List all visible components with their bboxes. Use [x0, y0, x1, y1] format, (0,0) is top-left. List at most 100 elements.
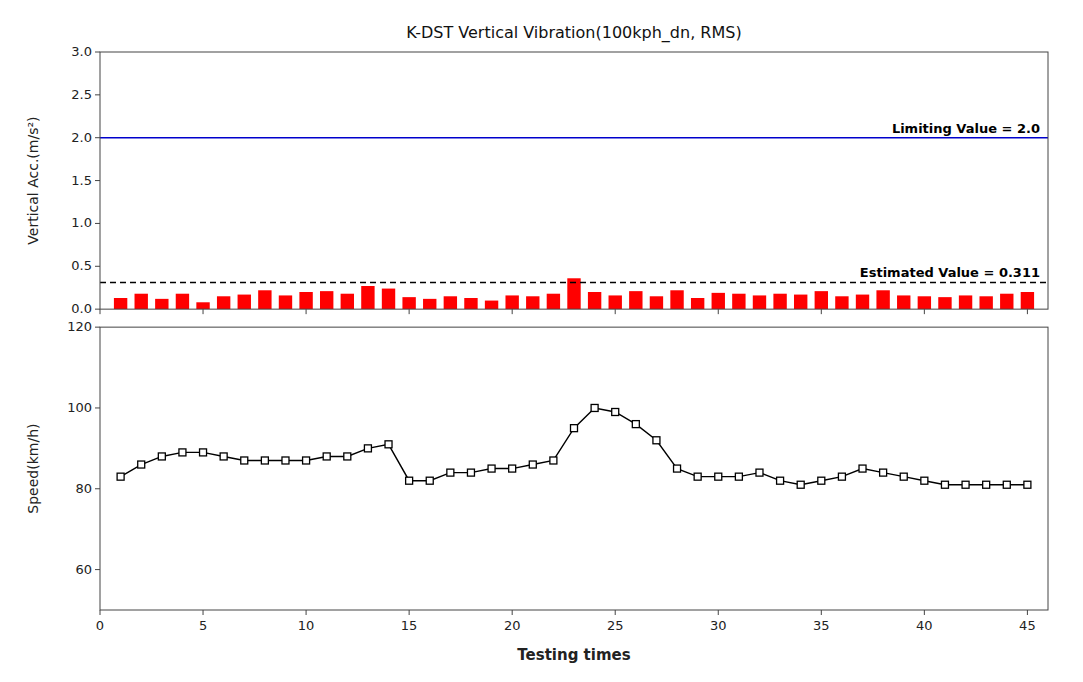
y-tick-label: 120 — [67, 319, 92, 334]
bar — [979, 296, 992, 309]
x-tick — [306, 610, 307, 615]
x-tick-label: 35 — [813, 618, 830, 633]
x-tick-label: 45 — [1019, 618, 1036, 633]
line — [121, 408, 1028, 485]
x-tick — [409, 610, 410, 615]
bar — [196, 302, 209, 309]
marker — [612, 409, 619, 416]
marker — [900, 473, 907, 480]
marker — [1003, 481, 1010, 488]
bar — [588, 292, 601, 309]
bar — [444, 296, 457, 309]
y-tick-label: 1.0 — [71, 215, 92, 230]
bar — [217, 296, 230, 309]
bar — [547, 294, 560, 309]
marker — [715, 473, 722, 480]
marker — [1024, 481, 1031, 488]
panel-0: 0.00.51.01.52.02.53.0Limiting Value = 2.… — [25, 23, 1048, 316]
x-tick — [924, 309, 925, 314]
bar — [526, 296, 539, 309]
marker — [735, 473, 742, 480]
bar — [753, 295, 766, 309]
x-tick-label: 25 — [607, 618, 624, 633]
x-tick-label: 5 — [199, 618, 207, 633]
x-tick — [306, 309, 307, 314]
x-tick-label: 40 — [916, 618, 933, 633]
bar — [135, 294, 148, 309]
x-tick — [718, 309, 719, 314]
x-tick-label: 30 — [710, 618, 727, 633]
bar — [155, 299, 168, 309]
chart: 0.00.51.01.52.02.53.0Limiting Value = 2.… — [0, 0, 1083, 682]
bar — [650, 296, 663, 309]
marker — [220, 453, 227, 460]
marker — [983, 481, 990, 488]
marker — [591, 404, 598, 411]
marker — [303, 457, 310, 464]
marker — [756, 469, 763, 476]
annotation: Estimated Value = 0.311 — [860, 265, 1040, 280]
marks — [100, 138, 1048, 309]
marker — [467, 469, 474, 476]
x-tick-label: 0 — [96, 618, 104, 633]
bar — [897, 295, 910, 309]
y-tick — [95, 407, 100, 408]
marker — [179, 449, 186, 456]
x-tick — [1027, 610, 1028, 615]
bar — [485, 301, 498, 310]
marker — [632, 421, 639, 428]
bar — [382, 289, 395, 310]
bar — [773, 294, 786, 309]
marker — [694, 473, 701, 480]
x-tick-label: 15 — [401, 618, 418, 633]
bar — [1021, 292, 1034, 309]
bar — [402, 297, 415, 309]
x-tick — [1027, 309, 1028, 314]
x-tick — [512, 610, 513, 615]
y-tick-label: 3.0 — [71, 44, 92, 59]
y-tick-label: 0.0 — [71, 301, 92, 316]
y-tick-label: 0.5 — [71, 258, 92, 273]
y-tick-label: 2.0 — [71, 130, 92, 145]
marker — [653, 437, 660, 444]
x-tick-label: 20 — [504, 618, 521, 633]
x-tick — [615, 309, 616, 314]
marker — [426, 477, 433, 484]
x-tick-label: 10 — [298, 618, 315, 633]
y-tick — [95, 309, 100, 310]
marker — [962, 481, 969, 488]
title: K-DST Vertical Vibration(100kph_dn, RMS) — [406, 23, 741, 43]
x-tick — [821, 610, 822, 615]
bar — [299, 292, 312, 309]
y-tick — [95, 52, 100, 53]
bar — [361, 286, 374, 309]
marker — [344, 453, 351, 460]
reference-line — [100, 282, 1048, 283]
bar — [835, 296, 848, 309]
marker — [488, 465, 495, 472]
marker — [674, 465, 681, 472]
marker — [117, 473, 124, 480]
x-tick — [718, 610, 719, 615]
bar — [114, 298, 127, 309]
x-tick — [100, 610, 101, 615]
bar — [918, 296, 931, 309]
bar — [238, 295, 251, 310]
marker — [921, 477, 928, 484]
marker — [200, 449, 207, 456]
bar — [670, 290, 683, 309]
bar — [794, 295, 807, 310]
x-tick — [821, 309, 822, 314]
y-axis-label: Speed(km/h) — [25, 423, 41, 513]
marker — [261, 457, 268, 464]
marker — [158, 453, 165, 460]
bar — [629, 291, 642, 309]
marker — [529, 461, 536, 468]
marker — [364, 445, 371, 452]
marker — [818, 477, 825, 484]
marker — [571, 425, 578, 432]
y-tick — [95, 137, 100, 138]
marker — [838, 473, 845, 480]
bar — [609, 295, 622, 309]
x-tick — [924, 610, 925, 615]
